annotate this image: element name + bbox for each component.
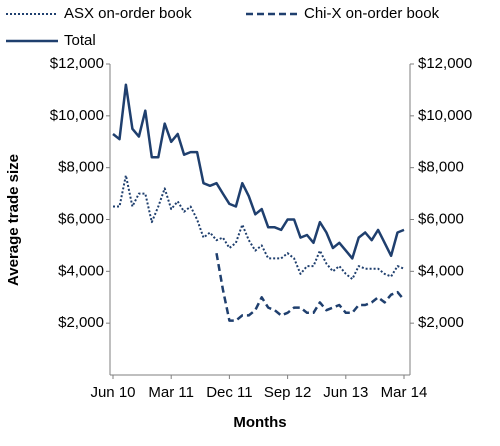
y-tick-label: $12,000 [50, 55, 104, 72]
y-tick-label: $4,000 [58, 262, 104, 279]
y-tick-label: $2,000 [58, 314, 104, 331]
legend-label: Total [64, 32, 96, 49]
x-tick-label: Dec 11 [206, 384, 252, 401]
x-axis-label: Months [233, 414, 286, 431]
series-line [113, 174, 405, 281]
x-tick-label: Jun 13 [323, 384, 368, 401]
y2-tick-label: $8,000 [418, 159, 464, 176]
series-line [215, 252, 405, 322]
series-line [112, 83, 405, 260]
y2-tick-label: $10,000 [418, 107, 472, 124]
y-tick-label: $8,000 [58, 159, 104, 176]
legend-label: Chi-X on-order book [304, 5, 440, 22]
y-tick-label: $10,000 [50, 107, 104, 124]
y2-tick-label: $2,000 [418, 314, 464, 331]
legend-label: ASX on-order book [64, 5, 192, 22]
y2-tick-label: $12,000 [418, 55, 472, 72]
y-tick-label: $6,000 [58, 210, 104, 227]
x-tick-label: Sep 12 [264, 384, 312, 401]
y-axis-label: Average trade size [5, 154, 22, 286]
x-tick-label: Mar 11 [148, 384, 194, 401]
y2-tick-label: $4,000 [418, 262, 464, 279]
x-tick-label: Jun 10 [90, 384, 135, 401]
y2-tick-label: $6,000 [418, 210, 464, 227]
x-tick-label: Mar 14 [381, 384, 428, 401]
